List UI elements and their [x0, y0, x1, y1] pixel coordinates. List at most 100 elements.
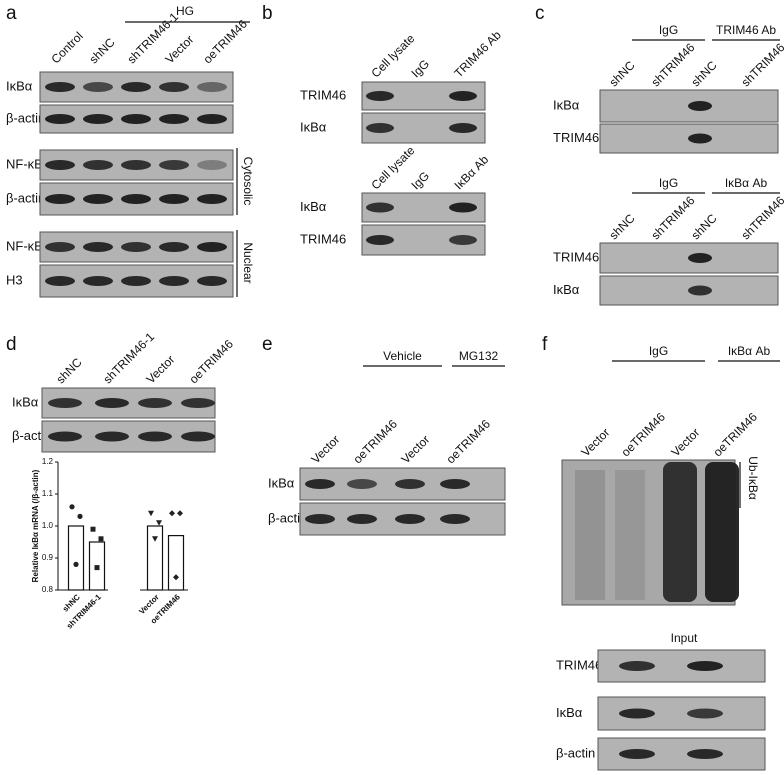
- row-label: TRIM46: [553, 130, 599, 145]
- band: [687, 708, 723, 719]
- row-label: β-actin: [6, 190, 45, 205]
- group-label: IκBα Ab: [725, 176, 768, 190]
- lane-label: shNC: [86, 35, 117, 66]
- band: [440, 479, 470, 489]
- band: [83, 160, 113, 170]
- point: [177, 510, 183, 517]
- lane-label: oeTRIM46: [186, 337, 236, 387]
- y-tick-label: 0.9: [42, 553, 54, 562]
- panel-letter: d: [6, 334, 17, 355]
- band: [83, 194, 113, 204]
- panel-letter: a: [6, 3, 17, 24]
- band: [138, 431, 172, 442]
- point: [98, 536, 104, 542]
- lane-label: oeTRIM46: [350, 417, 400, 467]
- lane-label: Vector: [162, 32, 196, 66]
- row-label: IκBα: [300, 199, 327, 214]
- band: [688, 285, 712, 296]
- band: [121, 114, 151, 124]
- lane-label: oeTRIM46: [710, 410, 760, 460]
- y-tick-label: 0.8: [42, 585, 54, 594]
- smear: [705, 462, 739, 602]
- smear: [575, 470, 605, 600]
- band: [45, 114, 75, 124]
- input-title: Input: [671, 631, 698, 645]
- band: [121, 194, 151, 204]
- band: [83, 82, 113, 92]
- y-tick-label: 1.1: [42, 489, 54, 498]
- point: [90, 526, 96, 532]
- band: [83, 242, 113, 252]
- band: [687, 749, 723, 759]
- band: [121, 276, 151, 286]
- row-label: NF-κB: [6, 156, 43, 171]
- band: [449, 202, 477, 213]
- band: [688, 101, 712, 111]
- band: [347, 514, 377, 524]
- point: [69, 504, 75, 510]
- band: [305, 479, 335, 489]
- row-label: β-actin: [556, 745, 595, 760]
- band: [366, 202, 394, 213]
- panel-letter: f: [542, 334, 548, 355]
- band: [159, 276, 189, 286]
- band: [197, 114, 227, 124]
- row-label: IκBα: [6, 78, 33, 93]
- y-tick-label: 1.0: [42, 521, 54, 530]
- group-label: IgG: [659, 23, 678, 37]
- band: [197, 160, 227, 170]
- point: [73, 561, 79, 568]
- band: [197, 242, 227, 252]
- row-label: H3: [6, 272, 23, 287]
- point: [173, 574, 179, 581]
- lane-label: oeTRIM46: [618, 410, 668, 460]
- band: [395, 479, 425, 489]
- lane-label: shNC: [606, 211, 637, 242]
- point: [94, 565, 100, 571]
- row-label: TRIM46: [300, 87, 346, 102]
- band: [305, 514, 335, 524]
- lane-label: IgG: [408, 169, 432, 193]
- band: [449, 91, 477, 101]
- band: [45, 160, 75, 170]
- band: [95, 431, 129, 442]
- band: [45, 276, 75, 286]
- row-label: NF-κB: [6, 238, 43, 253]
- band: [181, 431, 215, 442]
- row-label: IκBα: [268, 475, 295, 490]
- lane-label: Control: [48, 29, 85, 66]
- smear: [663, 462, 697, 602]
- row-label: TRIM46: [556, 657, 602, 672]
- band: [159, 82, 189, 92]
- row-label: IκBα: [300, 119, 327, 134]
- group-label: HG: [176, 4, 194, 18]
- band: [347, 479, 377, 489]
- panel-letter: b: [262, 3, 273, 24]
- band: [159, 114, 189, 124]
- band: [138, 398, 172, 408]
- lane-label: shNC: [53, 355, 84, 386]
- row-label: β-actin: [6, 110, 45, 125]
- band: [95, 398, 129, 408]
- smear-label: Ub-IκBα: [746, 456, 760, 500]
- group-label: TRIM46 Ab: [716, 23, 776, 37]
- band: [449, 123, 477, 133]
- lane-label: shTRIM46: [738, 40, 784, 89]
- lane-label: Vector: [308, 432, 342, 466]
- band: [688, 253, 712, 263]
- row-label: IκBα: [553, 282, 580, 297]
- band: [395, 514, 425, 524]
- band: [197, 194, 227, 204]
- group-label: MG132: [459, 349, 499, 363]
- band: [366, 123, 394, 133]
- row-label: β-actin: [12, 428, 51, 443]
- bar: [167, 534, 185, 591]
- row-label: IκBα: [12, 394, 39, 409]
- band: [83, 114, 113, 124]
- point: [77, 513, 83, 520]
- row-label: IκBα: [553, 97, 580, 112]
- group-label: IgG: [649, 344, 668, 358]
- band: [687, 661, 723, 671]
- lane-label: shTRIM46: [738, 193, 784, 242]
- point: [169, 510, 175, 517]
